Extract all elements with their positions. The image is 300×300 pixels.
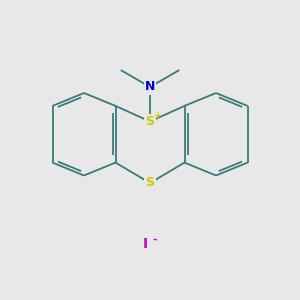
Text: S: S bbox=[146, 176, 154, 190]
Text: N: N bbox=[145, 80, 155, 94]
Text: +: + bbox=[154, 111, 163, 121]
Text: S: S bbox=[146, 115, 154, 128]
Text: I: I bbox=[143, 238, 148, 251]
Text: -: - bbox=[153, 235, 158, 245]
